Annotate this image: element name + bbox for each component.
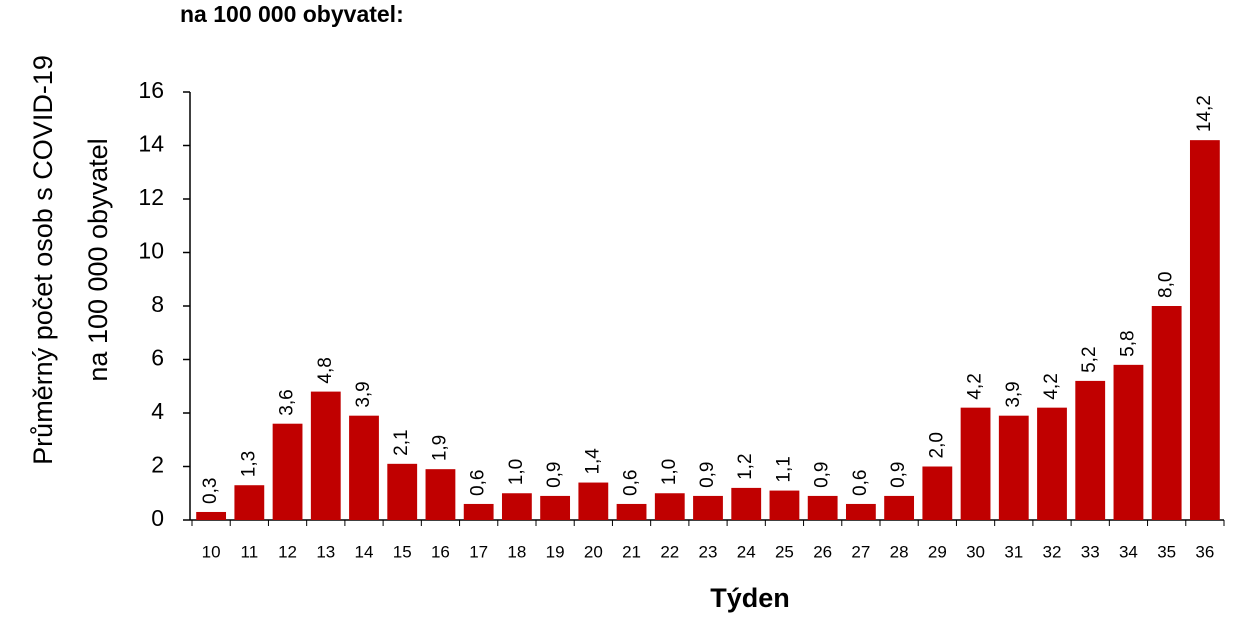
value-label: 0,9 (888, 462, 909, 488)
x-tick-label: 35 (1157, 542, 1176, 561)
y-tick-label: 6 (151, 345, 164, 371)
y-tick-label: 14 (138, 131, 164, 157)
bar (731, 487, 762, 520)
value-label: 3,9 (353, 381, 374, 407)
x-tick-label: 26 (813, 542, 832, 561)
value-label: 0,6 (468, 470, 489, 496)
bar (501, 493, 532, 520)
x-tick-label: 18 (507, 542, 526, 561)
x-tick-label: 20 (584, 542, 603, 561)
value-label: 4,8 (315, 357, 336, 383)
bar (349, 415, 379, 520)
value-label: 3,9 (1003, 381, 1024, 407)
bar (654, 493, 685, 520)
x-tick-label: 16 (431, 542, 450, 561)
value-label: 0,6 (621, 470, 642, 496)
bar (845, 503, 876, 520)
x-tick-label: 22 (660, 542, 679, 561)
bar (310, 391, 341, 520)
value-label: 0,6 (850, 470, 871, 496)
x-tick-label: 21 (622, 542, 641, 561)
x-tick-label: 29 (928, 542, 947, 561)
bar (540, 495, 571, 520)
y-tick-label: 0 (151, 505, 164, 531)
value-label: 5,8 (1117, 330, 1138, 356)
value-label: 0,9 (697, 462, 718, 488)
bar (578, 482, 609, 520)
value-label: 0,3 (200, 478, 221, 504)
x-tick-label: 12 (278, 542, 297, 561)
bar (769, 490, 800, 520)
bar (693, 495, 723, 520)
value-label: 1,9 (429, 435, 450, 461)
y-tick-label: 12 (138, 184, 164, 210)
bar (1075, 380, 1106, 520)
chart-title: na 100 000 obyvatel: (180, 1, 404, 27)
bar (1037, 407, 1067, 520)
bar (807, 495, 838, 520)
y-tick-label: 4 (151, 398, 164, 424)
x-tick-label: 25 (775, 542, 794, 561)
value-label: 3,6 (277, 389, 298, 415)
x-tick-label: 14 (355, 542, 374, 561)
value-label: 2,1 (391, 429, 412, 455)
x-tick-label: 23 (699, 542, 718, 561)
x-tick-label: 31 (1004, 542, 1023, 561)
bar (425, 469, 456, 520)
value-label: 0,9 (544, 462, 565, 488)
value-label: 4,2 (965, 373, 986, 399)
bar (387, 463, 418, 520)
bar (272, 423, 303, 520)
value-label: 1,0 (659, 459, 680, 485)
x-tick-label: 15 (393, 542, 412, 561)
bar (616, 503, 647, 520)
x-tick-label: 34 (1119, 542, 1138, 561)
x-tick-label: 10 (202, 542, 221, 561)
value-label: 2,0 (926, 432, 947, 458)
bar (234, 485, 265, 520)
value-label: 14,2 (1194, 95, 1215, 132)
bar (463, 503, 494, 520)
value-label: 1,3 (238, 451, 259, 477)
bar (922, 466, 953, 520)
bar (196, 511, 227, 520)
value-label: 4,2 (1041, 373, 1062, 399)
value-label: 1,0 (506, 459, 527, 485)
y-axis-label: na 100 000 obyvatel (83, 138, 113, 381)
value-label: 5,2 (1079, 346, 1100, 372)
y-tick-label: 2 (151, 452, 164, 478)
y-tick-label: 16 (138, 77, 164, 103)
x-tick-label: 33 (1081, 542, 1100, 561)
value-label: 8,0 (1156, 272, 1177, 298)
y-tick-label: 8 (151, 291, 164, 317)
x-tick-label: 19 (546, 542, 565, 561)
x-tick-label: 36 (1195, 542, 1214, 561)
x-tick-label: 24 (737, 542, 756, 561)
x-tick-label: 17 (469, 542, 488, 561)
bar (960, 407, 991, 520)
value-label: 1,2 (735, 453, 756, 479)
value-label: 1,1 (773, 456, 794, 482)
y-axis-label: Průměrný počet osob s COVID-19 (28, 55, 58, 465)
x-tick-label: 30 (966, 542, 985, 561)
x-tick-label: 27 (851, 542, 870, 561)
bar (998, 415, 1029, 520)
x-axis-label: Týden (710, 583, 790, 613)
bar (1189, 140, 1220, 520)
bar (1113, 364, 1144, 520)
x-tick-label: 28 (890, 542, 909, 561)
y-tick-label: 10 (138, 238, 164, 264)
value-label: 0,9 (812, 462, 833, 488)
x-tick-label: 13 (316, 542, 335, 561)
x-tick-label: 11 (241, 542, 259, 561)
bar (884, 495, 915, 520)
bar (1151, 306, 1182, 520)
x-tick-label: 32 (1043, 542, 1062, 561)
value-label: 1,4 (582, 448, 603, 475)
